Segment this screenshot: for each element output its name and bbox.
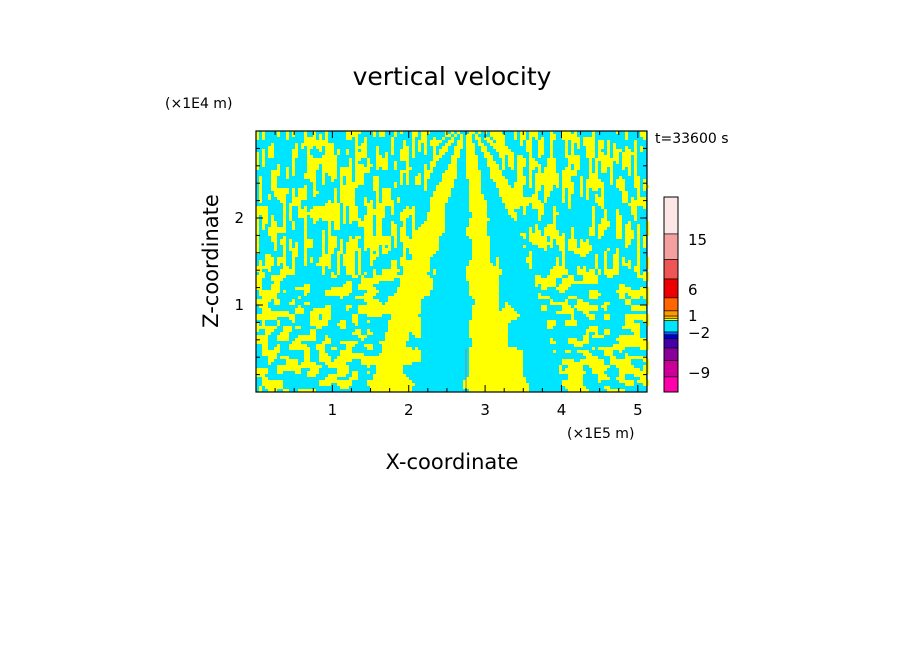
velocity-field: [256, 131, 649, 392]
colorbar-band: [663, 347, 679, 361]
colorbar-band: [663, 334, 679, 340]
chart-title: vertical velocity: [353, 62, 552, 91]
colorbar-label: 6: [688, 281, 698, 299]
colorbar-band: [663, 331, 679, 336]
colorbar: 15 6 1−2 −9: [663, 196, 710, 393]
y-axis: 12: [234, 147, 647, 376]
colorbar-frame: [663, 196, 679, 393]
colorbar-band: [663, 317, 679, 321]
colorbar-band: [663, 233, 679, 260]
colorbar-label: 1: [688, 307, 698, 325]
colorbar-label: −9: [688, 364, 710, 382]
colorbar-band: [663, 315, 679, 319]
x-tick-label: 2: [404, 401, 414, 419]
colorbar-band: [663, 360, 679, 378]
colorbar-band: [663, 338, 679, 349]
x-tick-label: 5: [633, 401, 643, 419]
colorbar-label: 15: [688, 231, 707, 249]
colorbar-band: [663, 196, 679, 235]
colorbar-band: [663, 278, 679, 299]
time-label: t=33600 s: [655, 131, 729, 147]
x-tick-label: 1: [328, 401, 338, 419]
x-tick-label: 3: [480, 401, 490, 419]
colorbar-band: [663, 376, 679, 393]
colorbar-label: −2: [688, 324, 710, 342]
plot-frame: [255, 130, 648, 393]
colorbar-band: [663, 297, 679, 312]
y-unit-label: (×1E4 m): [165, 96, 232, 112]
colorbar-band: [663, 259, 679, 280]
x-axis: 1 2 3 4 5: [274, 131, 643, 419]
x-tick-label: 4: [557, 401, 567, 419]
y-tick-label: 2: [234, 209, 244, 227]
field-updraft-regions: [256, 131, 649, 392]
y-tick-label: 1: [234, 296, 244, 314]
x-unit-label: (×1E5 m): [567, 426, 634, 442]
y-axis-label: Z-coordinate: [199, 194, 223, 328]
colorbar-band: [663, 320, 679, 333]
colorbar-band: [663, 310, 679, 317]
x-axis-label: X-coordinate: [386, 450, 519, 474]
